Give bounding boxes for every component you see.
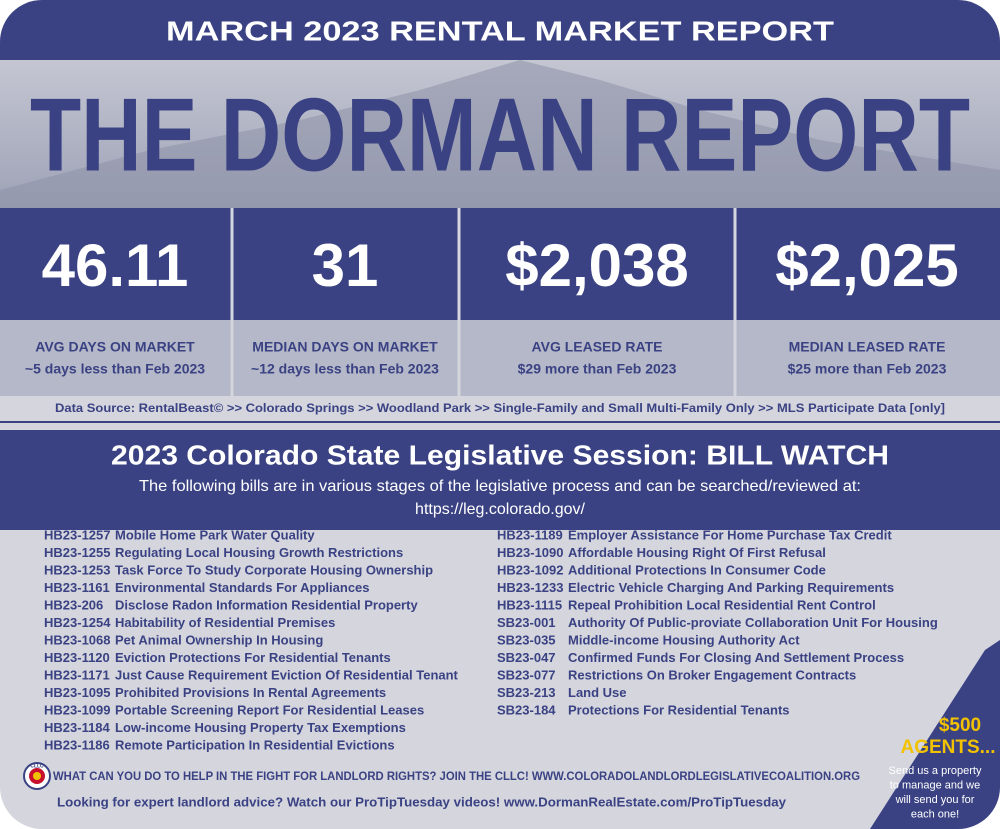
stat-value: $2,025 — [775, 232, 959, 299]
stat-note: ~5 days less than Feb 2023 — [25, 361, 205, 377]
stat-label: MEDIAN LEASED RATE — [789, 339, 946, 355]
stat-note: ~12 days less than Feb 2023 — [251, 361, 439, 377]
bill-id: HB23-1254 — [44, 615, 111, 630]
stat-value: $2,038 — [505, 232, 689, 299]
bill-id: HB23-1120 — [44, 650, 110, 665]
report-subtitle: MARCH 2023 RENTAL MARKET REPORT — [166, 15, 834, 46]
bill-id: HB23-1115 — [497, 597, 562, 612]
promo-amount: $500 — [939, 715, 981, 736]
bill-watch-title: 2023 Colorado State Legislative Session:… — [111, 439, 889, 470]
logo-text: CLLC — [30, 763, 44, 769]
stats-band — [0, 208, 1000, 320]
bill-watch-intro: The following bills are in various stage… — [139, 478, 861, 495]
bill-id: SB23-184 — [497, 702, 556, 717]
bill-id: SB23-035 — [497, 632, 556, 647]
stat-label: AVG LEASED RATE — [532, 339, 663, 355]
promo-corner — [870, 640, 1000, 829]
top-bar — [0, 0, 1000, 60]
bill-name: Portable Screening Report For Residentia… — [115, 702, 424, 717]
bill-name: Remote Participation In Residential Evic… — [115, 737, 395, 752]
bill-name: Eviction Protections For Residential Ten… — [115, 650, 391, 665]
bill-id: HB23-1068 — [44, 632, 111, 647]
bill-name: Mobile Home Park Water Quality — [115, 527, 315, 542]
bill-name: Restrictions On Broker Engagement Contra… — [568, 667, 856, 682]
bill-name: Middle-income Housing Authority Act — [568, 632, 800, 647]
stat-label: MEDIAN DAYS ON MARKET — [252, 339, 438, 355]
bill-id: SB23-213 — [497, 685, 556, 700]
bill-id: HB23-1099 — [44, 702, 111, 717]
bill-id: HB23-1233 — [497, 580, 564, 595]
promo-line: each one! — [911, 808, 959, 820]
bill-id: HB23-1092 — [497, 562, 564, 577]
protip-callout: Looking for expert landlord advice? Watc… — [57, 794, 787, 809]
bill-band — [0, 430, 1000, 530]
stat-note: $29 more than Feb 2023 — [518, 361, 677, 377]
stat-label: AVG DAYS ON MARKET — [35, 339, 195, 355]
bill-name: Habitability of Residential Premises — [115, 615, 335, 630]
bill-id: HB23-1257 — [44, 527, 111, 542]
stat-value: 31 — [312, 232, 379, 299]
bill-name: Employer Assistance For Home Purchase Ta… — [568, 527, 892, 542]
bill-id: SB23-047 — [497, 650, 556, 665]
bill-id: HB23-1184 — [44, 720, 111, 735]
bill-name: Land Use — [568, 685, 627, 700]
bill-name: Confirmed Funds For Closing And Settleme… — [568, 650, 904, 665]
bill-name: Additional Protections In Consumer Code — [568, 562, 826, 577]
bill-id: HB23-1095 — [44, 685, 111, 700]
bill-id: HB23-206 — [44, 597, 103, 612]
bill-id: HB23-1253 — [44, 562, 111, 577]
bill-id: HB23-1161 — [44, 580, 110, 595]
promo-title: AGENTS... — [900, 737, 995, 758]
bill-name: Pet Animal Ownership In Housing — [115, 632, 323, 647]
bill-id: HB23-1171 — [44, 667, 110, 682]
logo-dot — [33, 772, 41, 780]
bill-name: Task Force To Study Corporate Housing Ow… — [115, 562, 433, 577]
bill-id: HB23-1255 — [44, 545, 111, 560]
mountain — [0, 60, 1000, 208]
bill-name: Disclose Radon Information Residential P… — [115, 597, 418, 612]
bill-id: SB23-001 — [497, 615, 556, 630]
bill-name: Regulating Local Housing Growth Restrict… — [115, 545, 403, 560]
stat-dividers — [230, 208, 737, 396]
promo-line: Send us a property — [889, 765, 982, 777]
bill-name: Electric Vehicle Charging And Parking Re… — [568, 580, 894, 595]
bill-id: HB23-1186 — [44, 737, 110, 752]
bill-name: Just Cause Requirement Eviction Of Resid… — [115, 667, 459, 682]
bill-name: Low-income Housing Property Tax Exemptio… — [115, 720, 406, 735]
bill-name: Authority Of Public-proviate Collaborati… — [568, 615, 938, 630]
bill-id: HB23-1090 — [497, 545, 564, 560]
stat-note: $25 more than Feb 2023 — [788, 361, 947, 377]
bill-name: Protections For Residential Tenants — [568, 702, 790, 717]
cllc-callout: WHAT CAN YOU DO TO HELP IN THE FIGHT FOR… — [53, 769, 860, 783]
stat-value: 46.11 — [42, 232, 189, 299]
data-source: Data Source: RentalBeast© >> Colorado Sp… — [55, 401, 945, 415]
bill-name: Environmental Standards For Appliances — [115, 580, 370, 595]
bill-watch-url: https://leg.colorado.gov/ — [415, 501, 585, 518]
promo-line: to manage and we — [890, 779, 981, 791]
promo-line: will send you for — [895, 794, 975, 806]
bill-id: SB23-077 — [497, 667, 556, 682]
bill-name: Repeal Prohibition Local Residential Ren… — [568, 597, 876, 612]
bill-name: Affordable Housing Right Of First Refusa… — [568, 545, 826, 560]
report-title: THE DORMAN REPORT — [30, 77, 970, 193]
stats-labels-band — [0, 320, 1000, 396]
bill-name: Prohibited Provisions In Rental Agreemen… — [115, 685, 386, 700]
bill-id: HB23-1189 — [497, 527, 563, 542]
